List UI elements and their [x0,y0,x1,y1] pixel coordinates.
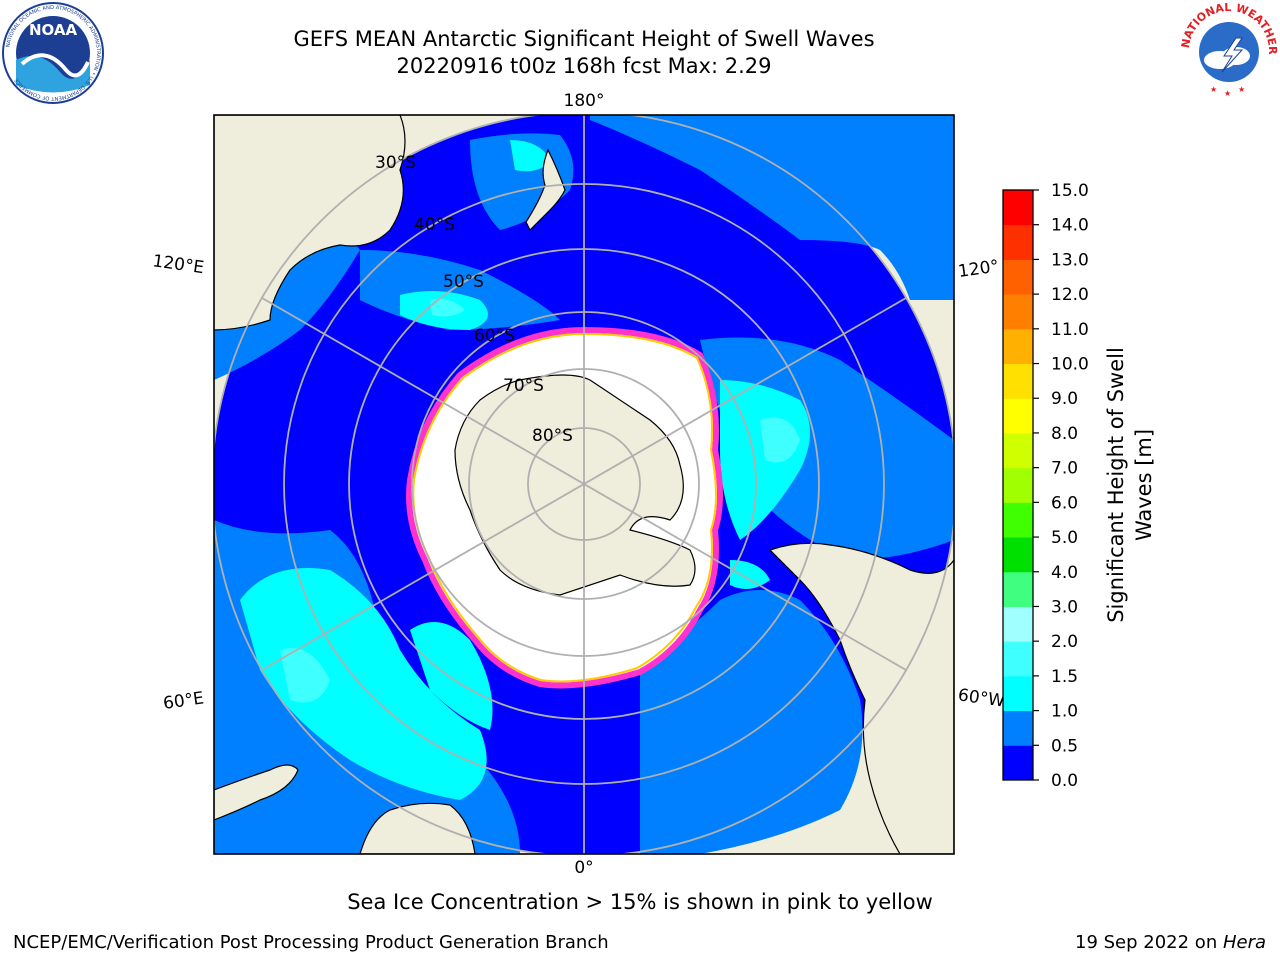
noaa-logo-text: NOAA [29,21,78,39]
colorbar-tick-label: 5.0 [1051,528,1078,548]
antarctica-landmass [454,374,696,596]
colorbar-band [1003,641,1033,677]
colorbar-band [1003,190,1033,226]
colorbar-band [1003,467,1033,503]
meridian-60e-120w [261,297,907,671]
africa-island-landmass [214,764,299,821]
lon-label-60w: 60°W [957,685,1006,711]
colorbar-band [1003,328,1033,365]
svg-text:★: ★ [1238,85,1245,94]
lon-label-120e: 120°E [151,251,205,278]
sea-ice-caption: Sea Ice Concentration > 15% is shown in … [347,890,933,914]
lon-label-60e: 60°E [162,688,205,713]
lon-label-120w: 120° [957,256,1000,282]
map-plot-area [214,115,954,854]
footer-host: Hera [1222,932,1266,953]
colorbar-tick-label: 7.0 [1051,459,1078,479]
colorbar-band [1003,259,1033,295]
colorbar-band [1003,537,1033,573]
lat-label-70s: 70°S [503,376,544,396]
swell-1.5-2.0-regions [280,298,800,703]
chart-title: GEFS MEAN Antarctic Significant Height o… [293,27,875,51]
colorbar-band [1003,224,1033,260]
colorbar-band [1003,363,1033,399]
colorbar-tick-label: 1.0 [1051,702,1078,722]
nws-logo: NATIONAL WEATHER SERVICE ★ ★ ★ [1178,0,1279,99]
colorbar-tick-label: 0.0 [1051,771,1078,791]
noaa-logo: NOAA NATIONAL OCEANIC AND ATMOSPHERIC AD… [2,2,104,104]
colorbar-label-line2: Waves [m] [1132,429,1156,541]
colorbar-tick-label: 10.0 [1051,355,1089,375]
lat-label-50s: 50°S [443,272,484,292]
colorbar-frame [1002,189,1034,781]
colorbar-tick-label: 11.0 [1051,320,1089,340]
colorbar-band [1003,745,1033,781]
map-frame [213,114,955,855]
colorbar-tick-label: 14.0 [1051,216,1089,236]
colorbar-band [1003,432,1033,469]
africa-landmass [359,802,476,854]
colorbar-tick-label: 12.0 [1051,285,1089,305]
footer-credit: NCEP/EMC/Verification Post Processing Pr… [13,932,609,953]
australia-landmass [214,115,406,331]
colorbar-band [1003,606,1033,642]
colorbar-tick-label: 9.0 [1051,389,1078,409]
colorbar-label-line1: Significant Height of Swell [1104,347,1128,623]
colorbar-band [1003,571,1033,607]
colorbar-tick-label: 0.5 [1051,736,1078,756]
colorbar: 0.0 0.5 1.0 1.5 2.0 3.0 4.0 5.0 6.0 7.0 8.0 9.0 10.0… [1002,181,1156,791]
lat-label-30s: 30°S [375,153,416,173]
colorbar-tick-label: 8.0 [1051,424,1078,444]
colorbar-tick-label: 3.0 [1051,597,1078,617]
lat-label-80s: 80°S [532,426,573,446]
lon-label-0: 0° [574,858,593,878]
colorbar-band [1003,398,1033,434]
colorbar-tick-label: 2.0 [1051,632,1078,652]
new-zealand-landmass [525,148,566,232]
colorbar-tick-label: 1.5 [1051,667,1078,687]
chart-subtitle: 20220916 t00z 168h fcst Max: 2.29 [396,54,772,78]
footer-date: 19 Sep 2022 on Hera [1075,932,1266,953]
svg-text:★: ★ [1210,85,1217,94]
colorbar-bands [1003,190,1033,781]
colorbar-band [1003,502,1033,538]
colorbar-band [1003,675,1033,712]
colorbar-tick-label: 6.0 [1051,493,1078,513]
colorbar-tick-label: 13.0 [1051,250,1089,270]
sea-ice-edge [412,332,717,683]
south-america-landmass [768,542,954,854]
colorbar-tick-label: 4.0 [1051,563,1078,583]
svg-text:★: ★ [1224,89,1231,98]
lon-label-180: 180° [564,91,605,111]
colorbar-ticks: 0.0 0.5 1.0 1.5 2.0 3.0 4.0 5.0 6.0 7.0 8.0 9.0 10.0… [1033,181,1089,791]
footer-date-text: 19 Sep 2022 on [1075,932,1223,953]
colorbar-tick-label: 15.0 [1051,181,1089,201]
colorbar-band [1003,710,1033,746]
colorbar-band [1003,294,1033,330]
longitude-gridlines [261,115,907,854]
lat-label-40s: 40°S [414,215,455,235]
lat-label-60s: 60°S [474,326,515,346]
